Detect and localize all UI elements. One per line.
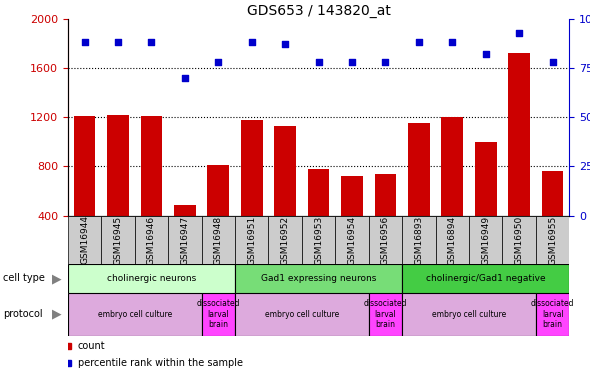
Text: percentile rank within the sample: percentile rank within the sample: [78, 358, 243, 368]
FancyBboxPatch shape: [302, 216, 335, 264]
Point: [381, 59, 390, 65]
FancyBboxPatch shape: [536, 216, 569, 264]
FancyBboxPatch shape: [369, 292, 402, 336]
Bar: [441, 117, 463, 265]
FancyBboxPatch shape: [135, 216, 168, 264]
FancyBboxPatch shape: [503, 216, 536, 264]
Point: [348, 59, 357, 65]
Point: [214, 59, 223, 65]
Bar: [241, 120, 263, 265]
FancyBboxPatch shape: [202, 216, 235, 264]
Bar: [375, 174, 396, 265]
Text: GSM16893: GSM16893: [414, 215, 424, 265]
Text: GSM16951: GSM16951: [247, 215, 256, 265]
Bar: [542, 171, 563, 265]
FancyBboxPatch shape: [202, 292, 235, 336]
Point: [514, 30, 524, 36]
FancyBboxPatch shape: [335, 216, 369, 264]
Text: GSM16950: GSM16950: [514, 215, 524, 265]
Bar: [140, 116, 162, 265]
Bar: [408, 123, 430, 265]
Point: [314, 59, 323, 65]
Point: [80, 39, 89, 45]
FancyBboxPatch shape: [235, 292, 369, 336]
Text: dissociated
larval
brain: dissociated larval brain: [531, 299, 575, 329]
FancyBboxPatch shape: [369, 216, 402, 264]
Text: GSM16954: GSM16954: [348, 215, 356, 265]
Point: [414, 39, 424, 45]
Text: cell type: cell type: [3, 273, 45, 284]
Text: GSM16945: GSM16945: [113, 215, 123, 265]
Text: GSM16946: GSM16946: [147, 215, 156, 265]
FancyBboxPatch shape: [68, 264, 235, 292]
Bar: [208, 165, 229, 265]
Text: ▶: ▶: [53, 272, 62, 285]
Title: GDS653 / 143820_at: GDS653 / 143820_at: [247, 4, 391, 18]
Point: [548, 59, 558, 65]
FancyBboxPatch shape: [168, 216, 202, 264]
Point: [147, 39, 156, 45]
Text: GSM16894: GSM16894: [448, 215, 457, 265]
Bar: [308, 169, 329, 265]
Point: [113, 39, 123, 45]
Text: cholinergic/Gad1 negative: cholinergic/Gad1 negative: [426, 274, 546, 283]
Text: dissociated
larval
brain: dissociated larval brain: [196, 299, 240, 329]
Text: GSM16955: GSM16955: [548, 215, 557, 265]
Text: GSM16947: GSM16947: [181, 215, 189, 265]
Text: dissociated
larval
brain: dissociated larval brain: [363, 299, 407, 329]
Bar: [174, 204, 196, 265]
Text: protocol: protocol: [3, 309, 42, 319]
Point: [481, 51, 490, 57]
Text: embryo cell culture: embryo cell culture: [97, 310, 172, 319]
FancyBboxPatch shape: [402, 264, 569, 292]
Text: Gad1 expressing neurons: Gad1 expressing neurons: [261, 274, 376, 283]
Text: GSM16948: GSM16948: [214, 215, 223, 265]
FancyBboxPatch shape: [68, 292, 202, 336]
Text: count: count: [78, 341, 106, 351]
Bar: [107, 116, 129, 265]
Bar: [341, 176, 363, 265]
Text: cholinergic neurons: cholinergic neurons: [107, 274, 196, 283]
FancyBboxPatch shape: [235, 264, 402, 292]
FancyBboxPatch shape: [435, 216, 469, 264]
Point: [448, 39, 457, 45]
Bar: [475, 142, 497, 265]
FancyBboxPatch shape: [536, 292, 569, 336]
FancyBboxPatch shape: [68, 216, 101, 264]
Text: ▶: ▶: [53, 308, 62, 321]
Text: GSM16952: GSM16952: [281, 215, 290, 265]
Text: GSM16949: GSM16949: [481, 215, 490, 265]
FancyBboxPatch shape: [402, 292, 536, 336]
FancyBboxPatch shape: [235, 216, 268, 264]
FancyBboxPatch shape: [469, 216, 503, 264]
Text: GSM16953: GSM16953: [314, 215, 323, 265]
FancyBboxPatch shape: [101, 216, 135, 264]
FancyBboxPatch shape: [268, 216, 302, 264]
Text: embryo cell culture: embryo cell culture: [265, 310, 339, 319]
Point: [180, 75, 189, 81]
Bar: [74, 116, 96, 265]
Point: [247, 39, 257, 45]
FancyBboxPatch shape: [402, 216, 435, 264]
Text: GSM16944: GSM16944: [80, 216, 89, 264]
Text: embryo cell culture: embryo cell culture: [432, 310, 506, 319]
Bar: [509, 53, 530, 265]
Bar: [274, 126, 296, 265]
Text: GSM16956: GSM16956: [381, 215, 390, 265]
Point: [280, 41, 290, 47]
